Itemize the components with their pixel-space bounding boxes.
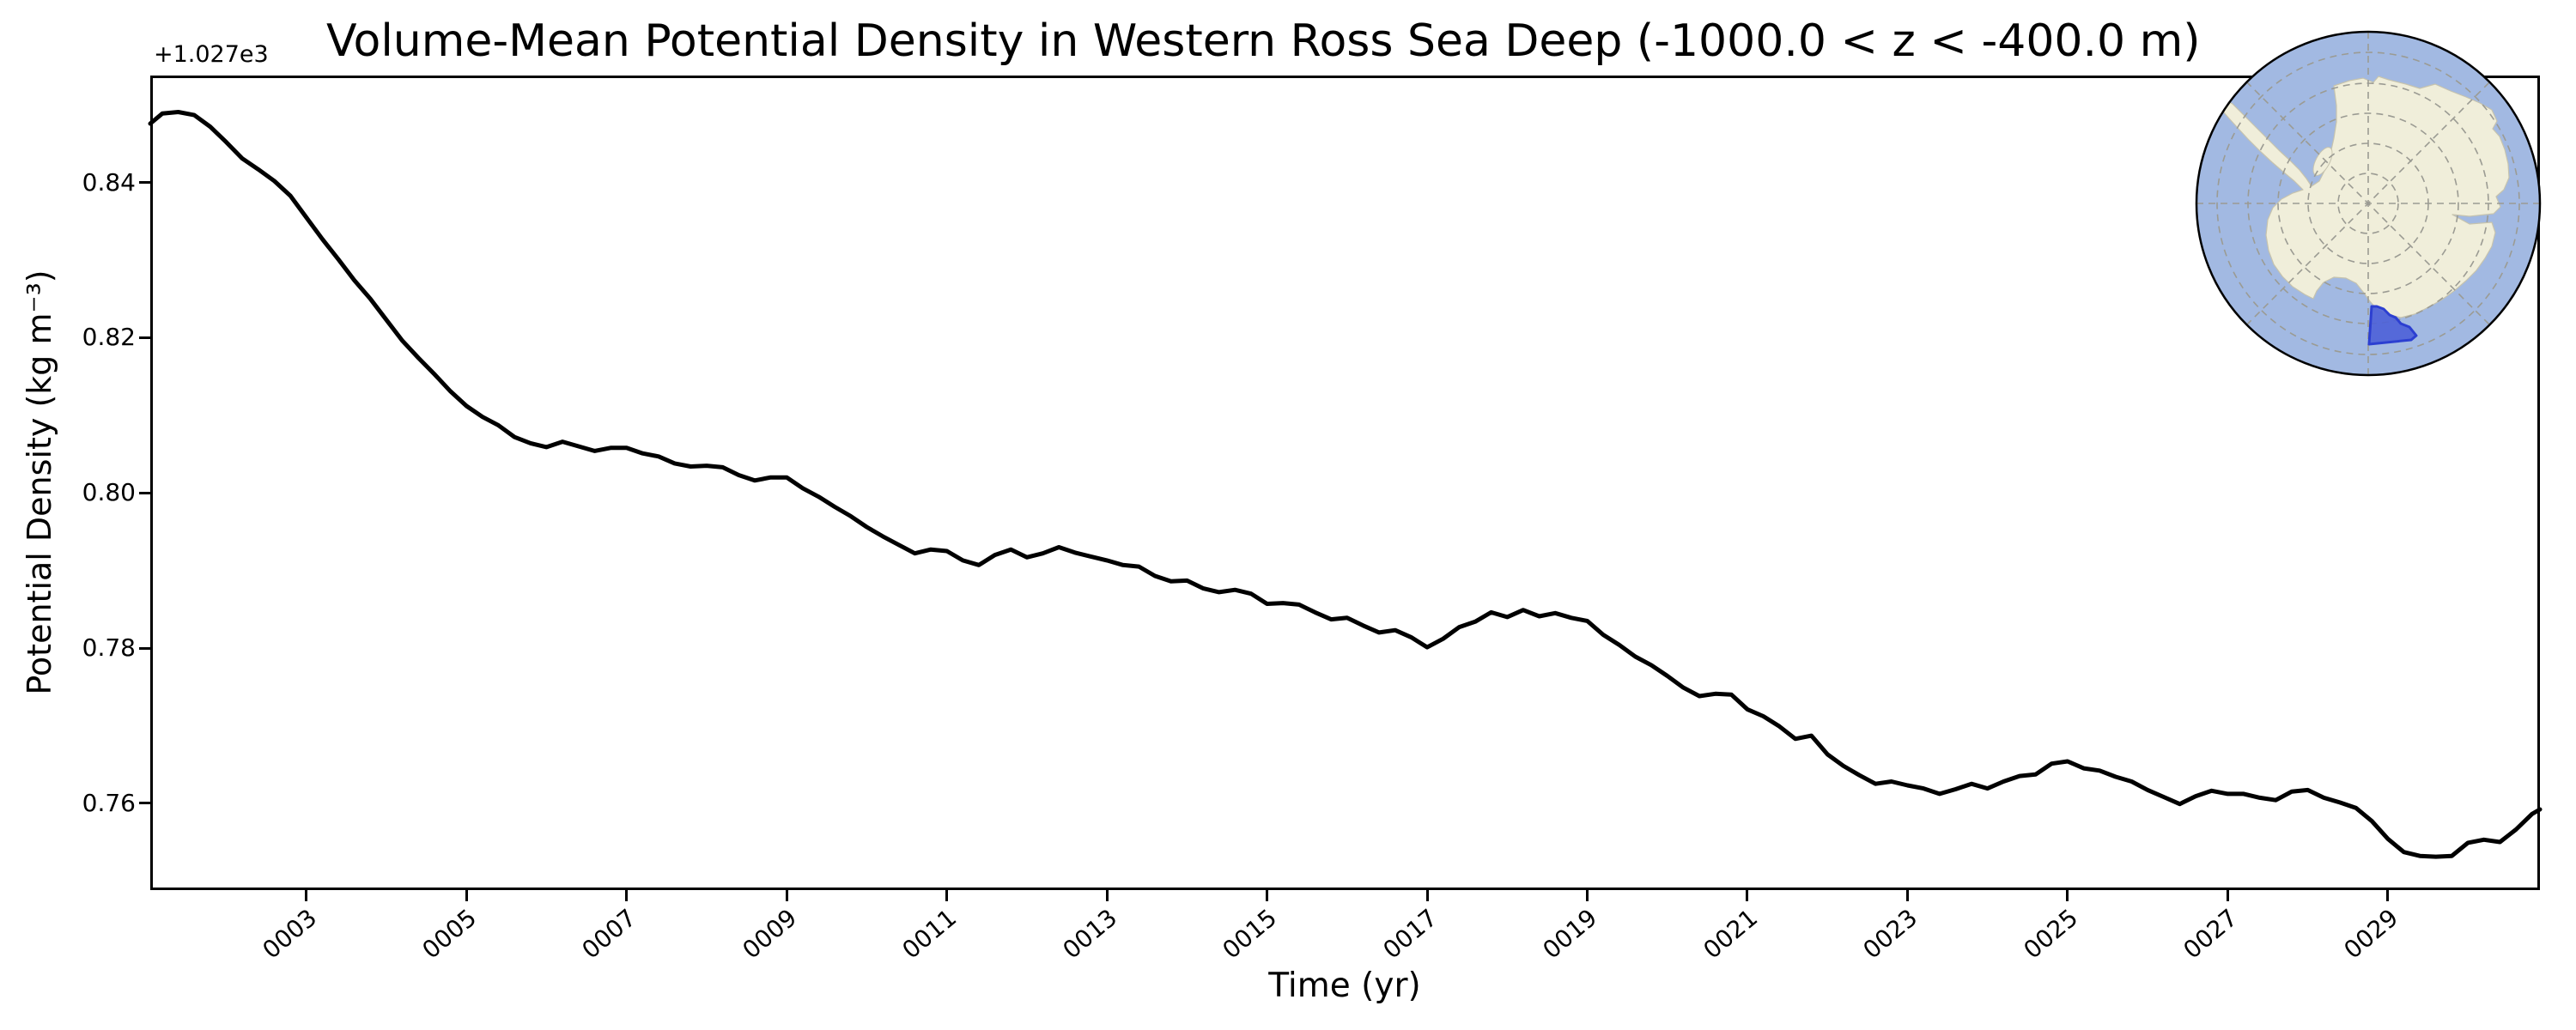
x-tick-mark xyxy=(1105,890,1109,901)
x-tick-mark xyxy=(945,890,949,901)
y-tick-label: 0.82 xyxy=(82,323,136,352)
x-tick-mark xyxy=(2066,890,2069,901)
x-tick-mark xyxy=(1425,890,1429,901)
x-tick-mark xyxy=(2386,890,2390,901)
x-tick-mark xyxy=(625,890,629,901)
y-tick-mark xyxy=(139,181,150,185)
axes-frame xyxy=(150,76,2540,890)
x-axis-label: Time (yr) xyxy=(1268,966,1421,1005)
x-tick-mark xyxy=(465,890,468,901)
y-tick-mark xyxy=(139,491,150,494)
y-tick-mark xyxy=(139,336,150,339)
graticule-circle xyxy=(2216,52,2520,355)
graticule xyxy=(2196,32,2540,375)
y-tick-label: 0.76 xyxy=(82,788,136,817)
inset-map xyxy=(2195,30,2542,377)
x-tick-mark xyxy=(1746,890,1749,901)
y-tick-label: 0.80 xyxy=(82,478,136,507)
meridian-line xyxy=(2245,81,2491,326)
x-tick-mark xyxy=(1905,890,1909,901)
y-tick-mark xyxy=(139,646,150,650)
graticule-circle xyxy=(2277,112,2459,294)
x-tick-mark xyxy=(1586,890,1589,901)
globe-outline xyxy=(2195,30,2542,377)
data-line xyxy=(148,110,2543,859)
chart-title: Volume-Mean Potential Density in Western… xyxy=(326,15,2201,67)
x-tick-mark xyxy=(2226,890,2229,901)
x-tick-mark xyxy=(785,890,788,901)
x-tick-mark xyxy=(1266,890,1269,901)
y-axis-offset-label: +1.027e3 xyxy=(154,41,269,68)
y-tick-label: 0.84 xyxy=(82,167,136,197)
y-tick-label: 0.78 xyxy=(82,633,136,662)
y-tick-mark xyxy=(139,802,150,805)
highlighted-region-western-ross-sea xyxy=(2367,305,2418,346)
graticule-circle xyxy=(2337,173,2399,234)
x-tick-mark xyxy=(305,890,308,901)
